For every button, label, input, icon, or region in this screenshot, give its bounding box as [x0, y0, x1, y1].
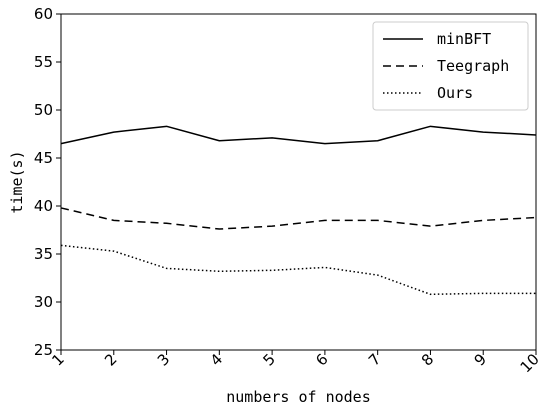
plot-frame: [60, 13, 537, 351]
x-tick-label: 10: [517, 350, 543, 376]
y-tick-label: 30: [34, 293, 53, 311]
x-tick-label: 8: [418, 350, 437, 369]
x-axis: 1 2 3 4 5 6 7 8 9 10: [48, 350, 543, 376]
x-tick-label: 2: [101, 350, 120, 369]
y-tick-label: 45: [34, 149, 53, 167]
legend-item-minbft: minBFT: [383, 30, 491, 48]
y-tick-label: 40: [34, 197, 53, 215]
y-axis-title: time(s): [8, 150, 26, 213]
x-tick-label: 3: [154, 350, 173, 369]
y-tick-label: 60: [34, 5, 53, 23]
y-axis: 25 30 35 40 45 50 55 60: [34, 5, 61, 359]
y-tick-label: 50: [34, 101, 53, 119]
series-line-minbft: [60, 125, 537, 145]
legend-label: Ours: [437, 84, 473, 102]
y-tick-label: 55: [34, 53, 53, 71]
legend-label: Teegraph: [437, 57, 509, 75]
legend-box: [372, 21, 529, 111]
x-tick-label: 9: [471, 350, 490, 369]
x-axis-title: numbers of nodes: [226, 388, 371, 406]
series-line-ours: [60, 244, 536, 296]
y-tick-label: 25: [34, 341, 53, 359]
legend: minBFT Teegraph Ours: [372, 21, 529, 111]
x-tick-label: 6: [312, 350, 331, 369]
chart-marks: [60, 125, 537, 296]
x-tick-label: 7: [365, 350, 384, 369]
y-tick-label: 35: [34, 245, 53, 263]
series-line-teegraph: [60, 207, 537, 230]
legend-item-ours: Ours: [383, 84, 473, 102]
x-tick-label: 4: [207, 350, 226, 369]
legend-item-teegraph: Teegraph: [383, 57, 509, 75]
legend-label: minBFT: [437, 30, 491, 48]
x-tick-label: 5: [259, 350, 278, 369]
